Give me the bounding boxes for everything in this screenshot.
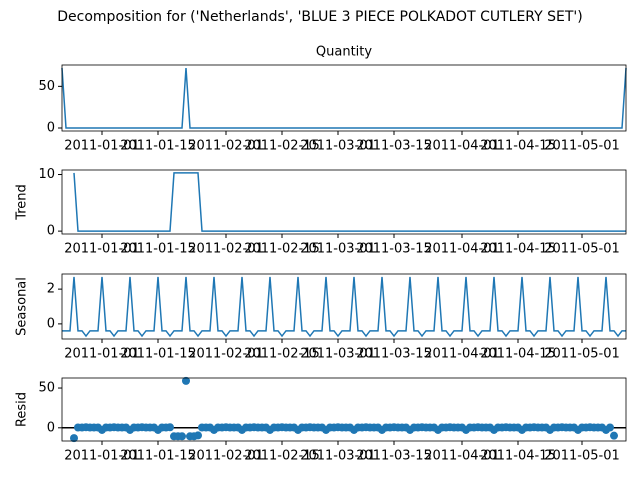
x-tick-label: 2011-01-15 xyxy=(120,449,196,464)
x-tick-label: 2011-05-01 xyxy=(544,347,620,362)
x-tick-label: 2011-03-15 xyxy=(356,139,432,154)
resid-point xyxy=(178,432,186,441)
x-tick-label: 2011-05-01 xyxy=(544,449,620,464)
x-tick-label: 2011-01-15 xyxy=(120,242,196,257)
y-axis-label: Resid xyxy=(15,392,30,427)
x-tick-label: 2011-04-01 xyxy=(424,139,500,154)
series-line xyxy=(61,67,627,129)
x-tick-label: 2011-05-01 xyxy=(544,242,620,257)
x-tick-label: 2011-02-01 xyxy=(188,347,264,362)
resid-point xyxy=(182,376,190,385)
x-tick-label: 2011-01-01 xyxy=(64,449,140,464)
series-line xyxy=(73,172,626,232)
x-tick-label: 2011-04-15 xyxy=(480,347,556,362)
x-tick-label: 2011-04-15 xyxy=(480,242,556,257)
x-tick-label: 2011-03-15 xyxy=(356,449,432,464)
y-tick-label: 10 xyxy=(38,167,55,182)
axes-frame xyxy=(61,169,627,235)
x-tick-label: 2011-01-15 xyxy=(120,347,196,362)
x-tick-label: 2011-01-15 xyxy=(120,139,196,154)
x-tick-label: 2011-03-01 xyxy=(300,242,376,257)
resid-point xyxy=(610,431,618,440)
x-tick-label: 2011-02-01 xyxy=(188,242,264,257)
x-tick-label: 2011-02-15 xyxy=(244,449,320,464)
x-tick-label: 2011-01-01 xyxy=(64,347,140,362)
x-tick-label: 2011-01-01 xyxy=(64,139,140,154)
x-tick-label: 2011-03-01 xyxy=(300,449,376,464)
x-tick-label: 2011-04-01 xyxy=(424,347,500,362)
resid-point xyxy=(194,431,202,440)
x-tick-label: 2011-05-01 xyxy=(544,139,620,154)
y-axis-label: Seasonal xyxy=(15,277,30,336)
series-line xyxy=(62,276,626,338)
x-tick-label: 2011-03-15 xyxy=(356,242,432,257)
x-tick-label: 2011-01-01 xyxy=(64,242,140,257)
x-tick-label: 2011-02-01 xyxy=(188,449,264,464)
x-tick-label: 2011-04-01 xyxy=(424,242,500,257)
axes-frame xyxy=(61,64,627,132)
x-tick-label: 2011-02-01 xyxy=(188,139,264,154)
x-tick-label: 2011-02-15 xyxy=(244,242,320,257)
x-tick-label: 2011-03-01 xyxy=(300,139,376,154)
x-tick-label: 2011-02-15 xyxy=(244,347,320,362)
axes-frame xyxy=(61,273,627,340)
resid-point xyxy=(70,434,78,443)
x-tick-label: 2011-04-01 xyxy=(424,449,500,464)
y-tick-label: 0 xyxy=(47,224,55,239)
y-tick-label: 50 xyxy=(38,381,55,396)
y-tick-label: 0 xyxy=(47,420,55,435)
y-tick-label: 0 xyxy=(47,316,55,331)
x-tick-label: 2011-03-15 xyxy=(356,347,432,362)
y-axis-label: Trend xyxy=(15,184,30,221)
y-tick-label: 0 xyxy=(47,121,55,136)
chart-title: Decomposition for ('Netherlands', 'BLUE … xyxy=(57,9,582,25)
x-tick-label: 2011-04-15 xyxy=(480,449,556,464)
resid-point xyxy=(606,423,614,432)
x-tick-label: 2011-03-01 xyxy=(300,347,376,362)
x-tick-label: 2011-04-15 xyxy=(480,139,556,154)
panel-title: Quantity xyxy=(316,45,372,60)
y-tick-label: 50 xyxy=(38,79,55,94)
y-tick-label: 2 xyxy=(47,282,55,297)
resid-point xyxy=(166,423,174,432)
x-tick-label: 2011-02-15 xyxy=(244,139,320,154)
axes-frame xyxy=(61,377,627,442)
